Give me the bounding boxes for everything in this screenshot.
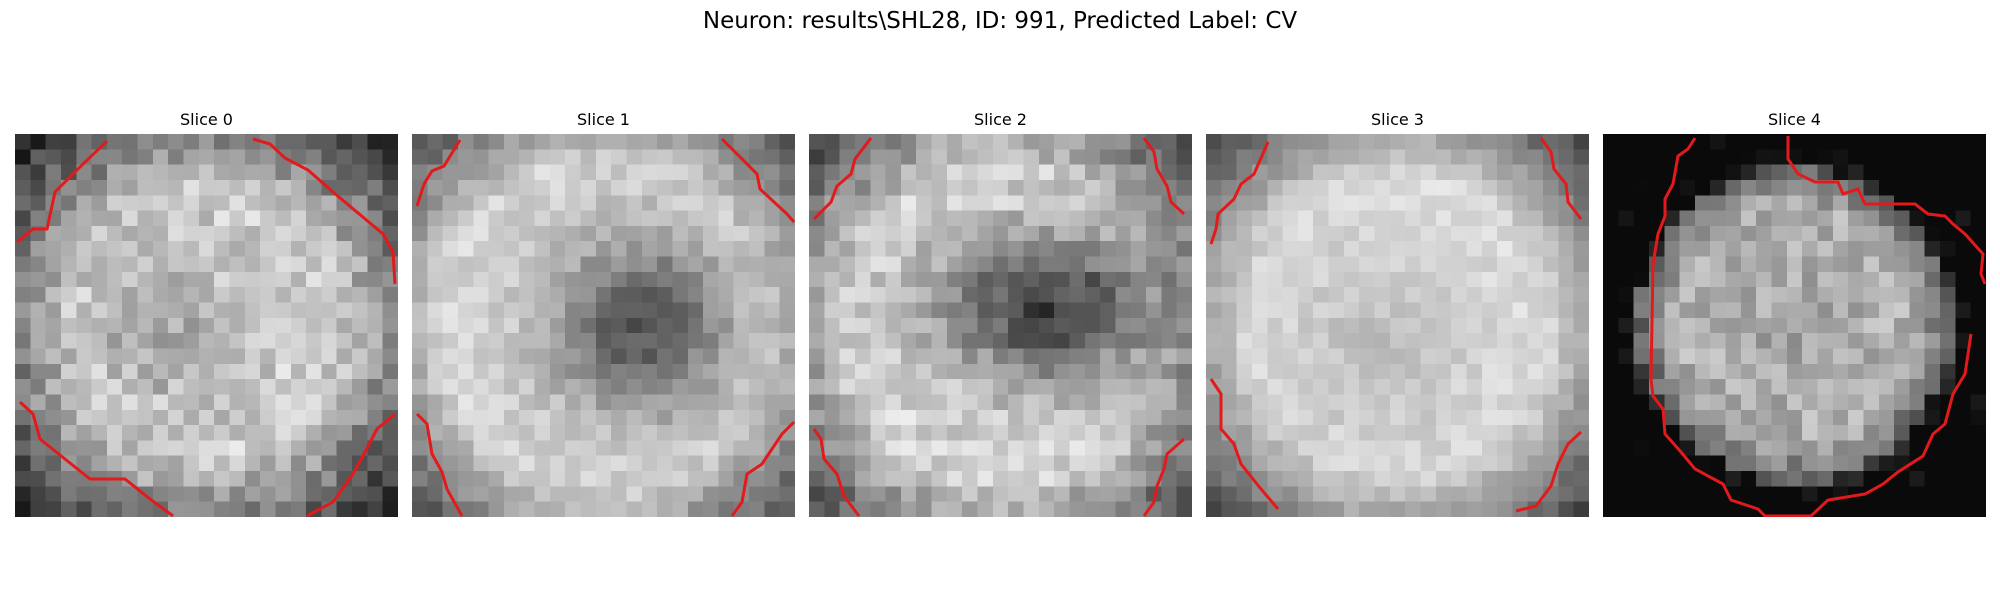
slice-image-3 bbox=[1206, 134, 1589, 517]
slice-image-1 bbox=[412, 134, 795, 517]
slice-panel-0: Slice 0 bbox=[15, 108, 398, 517]
slice-title-2: Slice 2 bbox=[974, 110, 1027, 129]
slice-title-3: Slice 3 bbox=[1371, 110, 1424, 129]
slice-panel-4: Slice 4 bbox=[1603, 108, 1986, 517]
slice-image-4 bbox=[1603, 134, 1986, 517]
slice-image-0 bbox=[15, 134, 398, 517]
slice-panel-2: Slice 2 bbox=[809, 108, 1192, 517]
slice-title-4: Slice 4 bbox=[1768, 110, 1821, 129]
figure-title: Neuron: results\SHL28, ID: 991, Predicte… bbox=[702, 8, 1298, 34]
slice-panel-3: Slice 3 bbox=[1206, 108, 1589, 517]
slice-image-2 bbox=[809, 134, 1192, 517]
slice-title-0: Slice 0 bbox=[180, 110, 233, 129]
slice-panel-1: Slice 1 bbox=[412, 108, 795, 517]
slice-title-1: Slice 1 bbox=[577, 110, 630, 129]
